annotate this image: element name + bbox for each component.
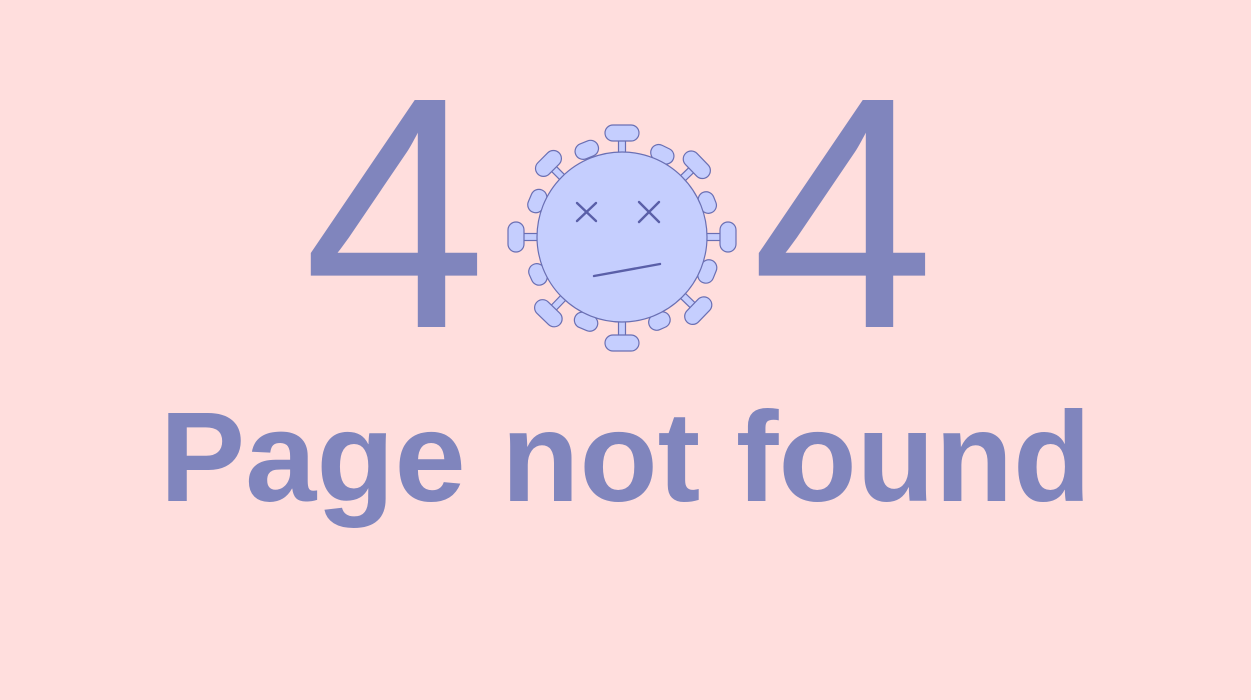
dead-virus-icon (507, 124, 737, 352)
virus-body (536, 151, 708, 323)
virus-face (575, 200, 662, 278)
error-code-digit-left: 4 (303, 28, 487, 397)
page-not-found-message: Page not found (159, 386, 1092, 529)
error-code-digit-right: 4 (751, 28, 935, 397)
